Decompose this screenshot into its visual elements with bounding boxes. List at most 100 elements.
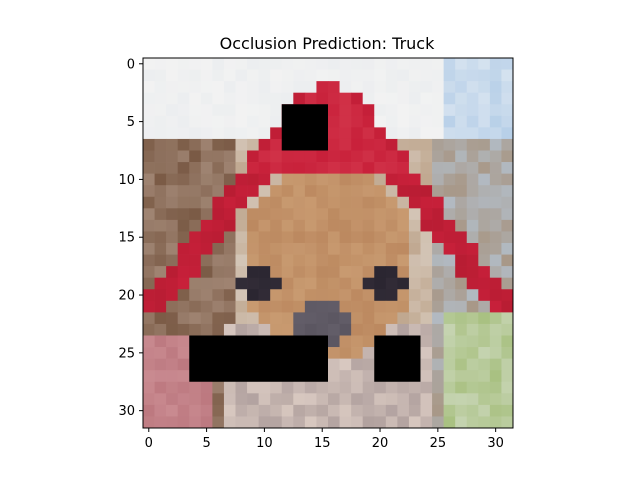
pixel-cell — [362, 92, 375, 105]
pixel-cell — [200, 381, 213, 394]
pixel-cell — [489, 300, 502, 313]
pixel-cell — [466, 300, 479, 313]
pixel-cell — [432, 208, 444, 221]
pixel-cell — [362, 127, 375, 140]
pixel-cell — [397, 115, 410, 128]
pixel-cell — [397, 92, 410, 105]
pixel-cell — [235, 69, 248, 82]
pixel-cell — [177, 312, 190, 325]
pixel-cell — [385, 266, 398, 279]
pixel-cell — [293, 92, 306, 105]
pixel-cell — [293, 173, 306, 186]
pixel-cell — [200, 231, 213, 244]
pixel-cell — [478, 335, 491, 348]
pixel-cell — [432, 254, 444, 267]
pixel-cell — [362, 289, 375, 302]
pixel-cell — [189, 266, 202, 279]
pixel-cell — [212, 404, 225, 417]
pixel-cell — [154, 69, 167, 82]
y-tick-label: 0 — [127, 57, 135, 72]
pixel-cell — [304, 173, 317, 186]
pixel-cell — [154, 127, 167, 140]
pixel-cell — [432, 277, 444, 290]
pixel-cell — [143, 358, 155, 371]
pixel-cell — [374, 243, 387, 255]
pixel-cell — [235, 58, 248, 70]
pixel-cell — [385, 219, 398, 232]
pixel-cell — [501, 58, 514, 70]
pixel-cell — [258, 277, 271, 290]
pixel-cell — [420, 416, 433, 429]
pixel-cell — [385, 416, 398, 429]
pixel-cell — [455, 185, 468, 198]
pixel-cell — [154, 173, 167, 186]
pixel-cell — [316, 231, 329, 244]
pixel-cell — [339, 300, 352, 313]
pixel-cell — [293, 196, 306, 209]
pixel-cell — [189, 300, 202, 313]
pixel-cell — [177, 81, 190, 94]
pixel-cell — [304, 69, 317, 82]
pixel-cell — [316, 404, 329, 417]
pixel-cell — [478, 81, 491, 94]
pixel-cell — [362, 81, 375, 94]
pixel-cell — [408, 254, 421, 267]
pixel-cell — [501, 81, 514, 94]
pixel-cell — [478, 127, 491, 140]
pixel-cell — [247, 323, 259, 336]
pixel-cell — [351, 58, 364, 70]
pixel-cell — [455, 312, 468, 325]
pixel-cell — [143, 208, 155, 221]
pixel-cell — [316, 254, 329, 267]
pixel-cell — [351, 219, 364, 232]
pixel-cell — [374, 323, 387, 336]
pixel-cell — [270, 254, 283, 267]
pixel-cell — [478, 381, 491, 394]
pixel-cell — [432, 370, 444, 383]
pixel-cell — [247, 381, 259, 394]
pixel-cell — [466, 277, 479, 290]
pixel-cell — [408, 150, 421, 163]
pixel-cell — [455, 69, 468, 82]
pixel-cell — [455, 335, 468, 348]
pixel-cell — [328, 185, 340, 198]
pixel-cell — [316, 289, 329, 302]
pixel-cell — [177, 162, 190, 174]
pixel-cell — [189, 81, 202, 94]
pixel-cell — [385, 243, 398, 255]
pixel-cell — [166, 243, 179, 255]
pixel-cell — [432, 393, 444, 406]
pixel-cell — [489, 150, 502, 163]
pixel-cell — [374, 162, 387, 174]
pixel-cell — [270, 323, 283, 336]
pixel-cell — [362, 393, 375, 406]
pixel-cell — [362, 277, 375, 290]
pixel-cell — [304, 289, 317, 302]
pixel-cell — [258, 219, 271, 232]
pixel-cell — [432, 300, 444, 313]
pixel-cell — [258, 196, 271, 209]
pixel-cell — [154, 81, 167, 94]
pixel-cell — [328, 266, 340, 279]
pixel-cell — [420, 92, 433, 105]
pixel-cell — [281, 381, 294, 394]
pixel-cell — [258, 404, 271, 417]
pixel-cell — [501, 323, 514, 336]
pixel-cell — [351, 81, 364, 94]
pixel-cell — [270, 231, 283, 244]
pixel-cell — [154, 393, 167, 406]
pixel-cell — [293, 289, 306, 302]
pixel-cell — [189, 231, 202, 244]
pixel-cell — [200, 404, 213, 417]
pixel-cell — [455, 404, 468, 417]
pixel-cell — [328, 115, 340, 128]
pixel-cell — [351, 416, 364, 429]
pixel-cell — [455, 162, 468, 174]
pixel-cell — [397, 162, 410, 174]
pixel-cell — [362, 173, 375, 186]
pixel-cell — [501, 219, 514, 232]
pixel-cell — [281, 300, 294, 313]
pixel-cell — [478, 196, 491, 209]
pixel-cell — [408, 323, 421, 336]
pixel-cell — [316, 58, 329, 70]
